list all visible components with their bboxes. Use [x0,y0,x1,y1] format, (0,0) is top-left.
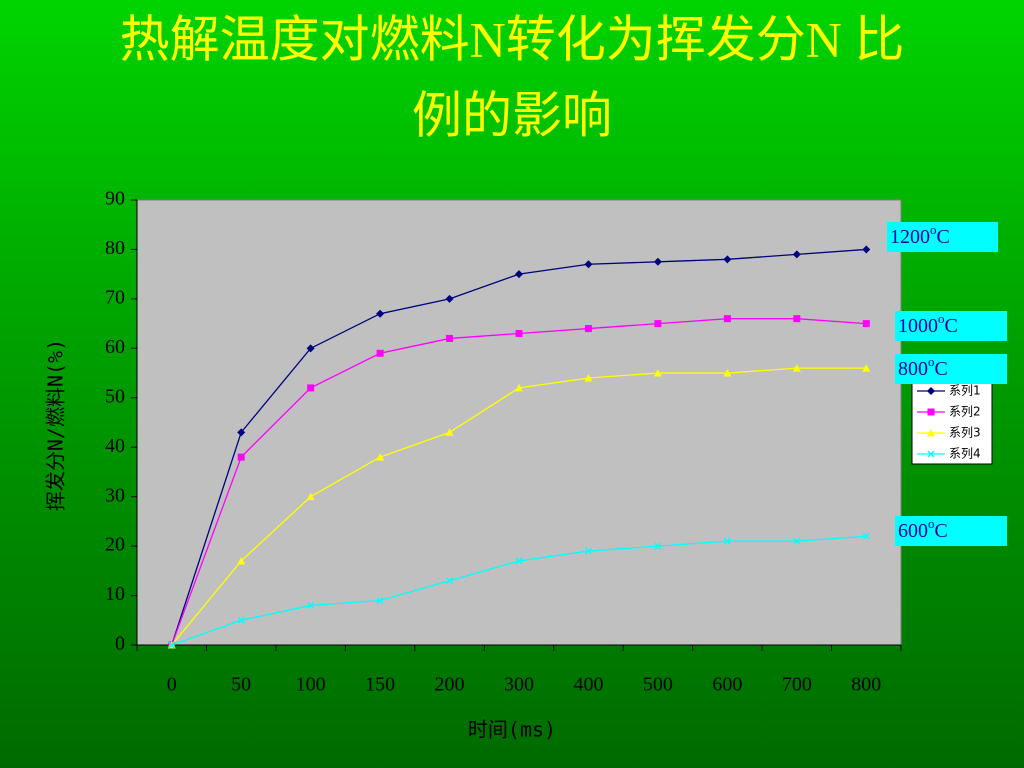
data-point [862,320,870,328]
y-tick-label: 50 [105,385,125,407]
data-point [584,547,592,555]
x-tick-label: 600 [712,674,742,696]
data-point [168,641,176,649]
data-point [307,384,315,392]
annotation-unit: C [945,315,958,337]
data-point [584,374,593,382]
legend-marker [927,387,935,395]
x-tick-label: 700 [782,674,812,696]
legend-label: 系列2 [949,405,981,419]
annotation: 800oC [898,354,948,380]
data-point [862,364,871,372]
data-point [515,557,523,565]
data-point [654,542,662,550]
data-point [376,453,385,461]
data-point [237,616,245,624]
y-tick-label: 10 [105,583,125,605]
data-point [307,601,315,609]
data-point [584,325,592,333]
x-tick-label: 150 [365,674,395,696]
data-point [445,294,454,303]
data-point [237,453,245,461]
data-point [723,315,731,323]
y-tick-label: 40 [105,435,125,457]
annotation-value: 600 [898,520,928,542]
data-point [584,260,593,269]
y-tick-label: 0 [115,633,125,655]
y-tick-label: 30 [105,484,125,506]
x-tick-label: 50 [231,674,251,696]
annotation-unit: C [937,226,950,248]
legend-marker [927,450,935,458]
annotation: 1000oC [898,311,958,337]
legend-label: 系列1 [949,384,981,398]
data-point [515,383,523,392]
legend-marker [927,429,935,437]
data-point [515,270,523,279]
x-tick-label: 100 [296,674,326,696]
annotation: 600oC [898,516,948,542]
data-point [237,556,246,565]
title-line: 热解温度对燃料N转化为挥发分N 比 [120,11,905,67]
data-point [723,537,731,545]
data-point [376,349,384,357]
data-point [376,309,385,318]
x-axis-label: 时间(ms) [468,718,556,742]
data-point [237,428,246,437]
annotation-box [887,222,998,252]
x-tick-label: 500 [643,674,673,696]
annotation-value: 1200 [890,226,930,248]
annotation-sup: o [928,516,935,531]
annotation-value: 1000 [898,315,938,337]
legend-marker [927,408,935,416]
y-tick-label: 60 [105,336,125,358]
x-tick-label: 200 [435,674,465,696]
x-tick-label: 0 [167,674,177,696]
data-point [445,428,454,436]
data-point [446,577,454,585]
data-point [862,532,870,540]
y-tick-label: 70 [105,286,125,308]
data-point [306,344,315,353]
annotation-value: 800 [898,358,928,380]
data-point [793,537,801,545]
data-point [515,330,523,337]
data-point [376,596,384,605]
data-point [653,369,662,377]
x-tick-label: 800 [851,674,881,696]
annotation: 1200oC [890,222,950,248]
data-point [654,320,662,328]
title-line: 例的影响 [412,87,612,143]
plot-area [136,199,902,646]
y-axis-label: 挥发分N/燃料N(%) [44,339,68,511]
annotation-box [895,516,1007,546]
data-point [723,369,732,377]
annotation-sup: o [930,222,937,237]
data-point [792,250,801,259]
annotation-unit: C [935,520,948,542]
data-point [446,334,454,342]
data-point [792,364,801,372]
legend-label: 系列3 [949,426,981,440]
legend-label: 系列4 [949,447,981,461]
y-tick-label: 90 [105,188,125,210]
data-point [306,492,315,501]
annotation-box [895,354,1007,384]
y-tick-label: 80 [105,237,125,259]
annotation-box [895,311,1007,341]
annotation-unit: C [935,358,948,380]
data-point [723,255,732,264]
annotation-sup: o [938,311,945,326]
legend-box [911,379,993,465]
x-tick-label: 400 [573,674,603,696]
y-tick-label: 20 [105,534,125,556]
data-point [653,257,662,266]
annotation-sup: o [928,354,935,369]
data-point [862,245,871,254]
data-point [793,315,801,323]
x-tick-label: 300 [504,674,534,696]
